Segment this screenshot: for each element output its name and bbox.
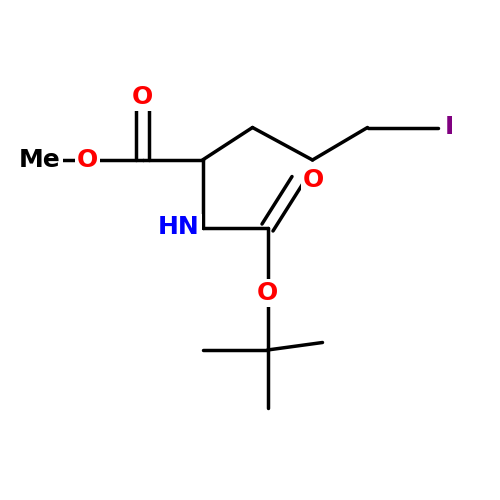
Text: O: O (302, 168, 324, 192)
Text: O: O (132, 86, 153, 110)
Text: HN: HN (158, 216, 200, 240)
Text: Me: Me (19, 148, 61, 172)
Text: O: O (77, 148, 98, 172)
Text: I: I (445, 116, 454, 140)
Text: O: O (257, 280, 278, 304)
